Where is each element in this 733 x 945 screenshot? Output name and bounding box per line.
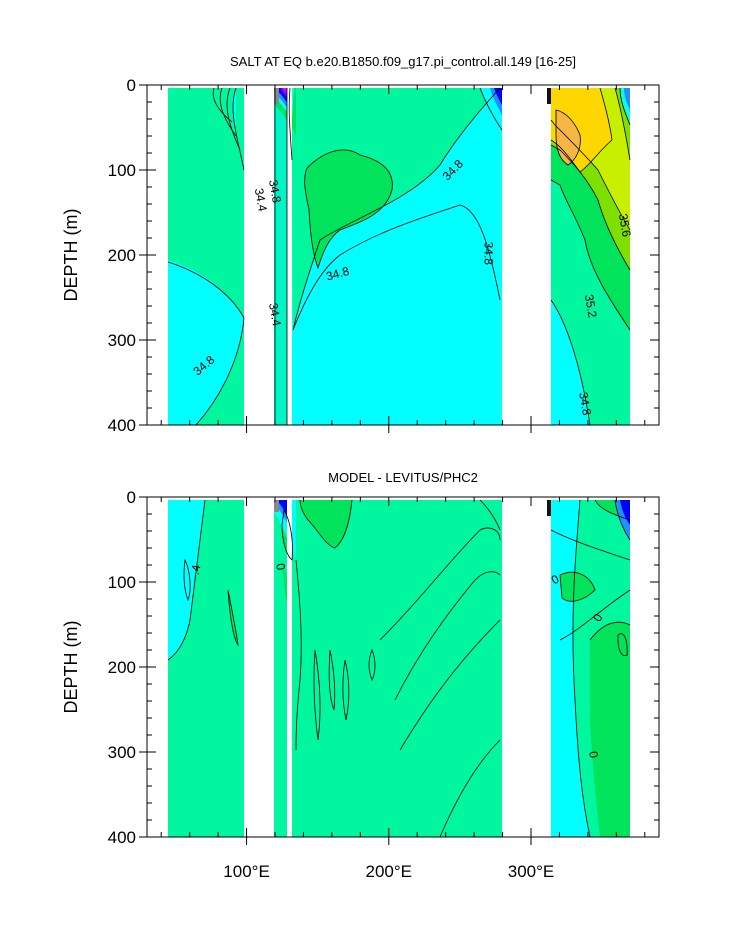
bottom-panel: MODEL - LEVITUS/PHC2: [61, 470, 660, 881]
x-tick-label: 100°E: [223, 862, 270, 881]
x-tick-label: 200°E: [366, 862, 413, 881]
contour-label: 34.4: [266, 302, 284, 328]
top-y-axis-label: DEPTH (m): [61, 209, 81, 302]
bottom-y-axis-label: DEPTH (m): [61, 621, 81, 714]
bottom-land-notch: [244, 500, 256, 584]
y-tick-label: 200: [108, 246, 136, 265]
contour-label: 34.4: [252, 187, 270, 213]
top-land-gap-2: [287, 88, 292, 425]
y-tick-label: 300: [108, 331, 136, 350]
y-tick-label: 200: [108, 658, 136, 677]
contour-label: 35.2: [582, 293, 600, 319]
top-central-deep-low: [293, 205, 500, 425]
x-tick-label: 300°E: [508, 862, 555, 881]
bottom-land-gap-3: [502, 500, 551, 837]
top-panel-ticks: 0 100 200 300 400: [108, 76, 659, 435]
top-west-low-wedge: [168, 262, 244, 425]
contour-label: 34.8: [266, 179, 284, 205]
y-tick-label: 400: [108, 416, 136, 435]
top-contour-field: 34.834.434.834.434.834.834.835.635.234.8: [167, 87, 634, 425]
bottom-panel-ticks: 100°E 200°E 300°E 0 100 200 300 400: [108, 488, 659, 881]
top-east-dark-marker: [547, 88, 551, 104]
contour-label: 0: [273, 562, 288, 571]
bottom-panel-title: MODEL - LEVITUS/PHC2: [328, 470, 478, 485]
y-tick-label: 400: [108, 828, 136, 847]
y-tick-label: 100: [108, 573, 136, 592]
top-west-mid-salinity: [168, 88, 244, 425]
top-panel-title: SALT AT EQ b.e20.B1850.f09_g17.pi_contro…: [230, 54, 576, 69]
contour-label: 34.8: [576, 391, 594, 417]
top-central-mid-salinity: [289, 88, 500, 330]
bottom-west-negative: [168, 500, 205, 660]
y-tick-label: 100: [108, 161, 136, 180]
top-narrow-band: [275, 88, 287, 425]
top-west-strip: [236, 88, 244, 172]
contour-label: -.4: [187, 563, 203, 580]
top-panel: SALT AT EQ b.e20.B1850.f09_g17.pi_contro…: [61, 54, 660, 435]
bottom-land-gap-2: [287, 500, 292, 837]
y-tick-label: 0: [127, 76, 136, 95]
top-east-region: [551, 88, 630, 425]
bottom-east-dark-marker: [547, 500, 551, 516]
bottom-contour-lines: [167, 499, 631, 837]
bottom-east-region: [551, 500, 630, 837]
top-contour-lines: [167, 87, 631, 425]
top-central-high-salinity: [304, 149, 393, 268]
top-land-gap-3: [502, 88, 551, 425]
top-land-notch: [244, 88, 256, 172]
bottom-central-surface-positive: [300, 500, 352, 548]
y-tick-label: 0: [127, 488, 136, 507]
contour-label: 0: [586, 750, 601, 759]
contour-label: 34.8: [324, 264, 350, 284]
contour-label: 34.8: [481, 242, 495, 266]
y-tick-label: 300: [108, 743, 136, 762]
contour-label: 35.6: [616, 213, 634, 239]
bottom-west-strip: [236, 500, 244, 584]
